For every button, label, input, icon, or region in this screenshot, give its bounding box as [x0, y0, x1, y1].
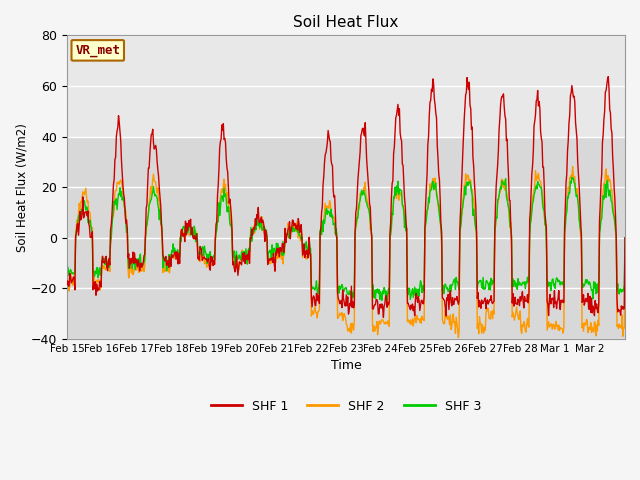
SHF 1 [63, 281, 70, 287]
SHF 1 [404, 300, 412, 306]
SHF 2 [454, 335, 462, 340]
Bar [67, 36, 625, 136]
Title: Soil Heat Flux: Soil Heat Flux [293, 15, 399, 30]
SHF 1 [604, 74, 612, 80]
SHF 1 [129, 259, 136, 265]
SHF 3 [404, 292, 412, 298]
SHF 1 [280, 250, 287, 255]
SHF 2 [63, 271, 70, 276]
SHF 3 [568, 175, 576, 180]
SHF 3 [259, 228, 266, 233]
Y-axis label: Soil Heat Flux (W/m2): Soil Heat Flux (W/m2) [15, 123, 28, 252]
SHF 3 [280, 252, 287, 258]
Line: SHF 3: SHF 3 [67, 178, 625, 301]
Line: SHF 2: SHF 2 [67, 167, 625, 337]
SHF 3 [621, 235, 629, 240]
SHF 1 [259, 217, 266, 223]
SHF 2 [435, 208, 442, 214]
Text: VR_met: VR_met [76, 44, 120, 57]
SHF 1 [621, 235, 629, 240]
SHF 3 [383, 298, 391, 304]
SHF 2 [404, 319, 412, 324]
SHF 1 [380, 314, 387, 320]
SHF 3 [63, 270, 70, 276]
X-axis label: Time: Time [331, 360, 362, 372]
Legend: SHF 1, SHF 2, SHF 3: SHF 1, SHF 2, SHF 3 [205, 395, 486, 418]
SHF 2 [569, 164, 577, 169]
SHF 3 [129, 266, 136, 272]
SHF 3 [231, 262, 239, 268]
SHF 2 [129, 264, 136, 270]
SHF 2 [259, 228, 266, 234]
SHF 2 [621, 235, 629, 240]
SHF 1 [436, 178, 444, 183]
SHF 2 [280, 250, 287, 255]
SHF 1 [231, 269, 239, 275]
SHF 3 [436, 213, 444, 219]
Line: SHF 1: SHF 1 [67, 77, 625, 317]
SHF 2 [231, 258, 239, 264]
